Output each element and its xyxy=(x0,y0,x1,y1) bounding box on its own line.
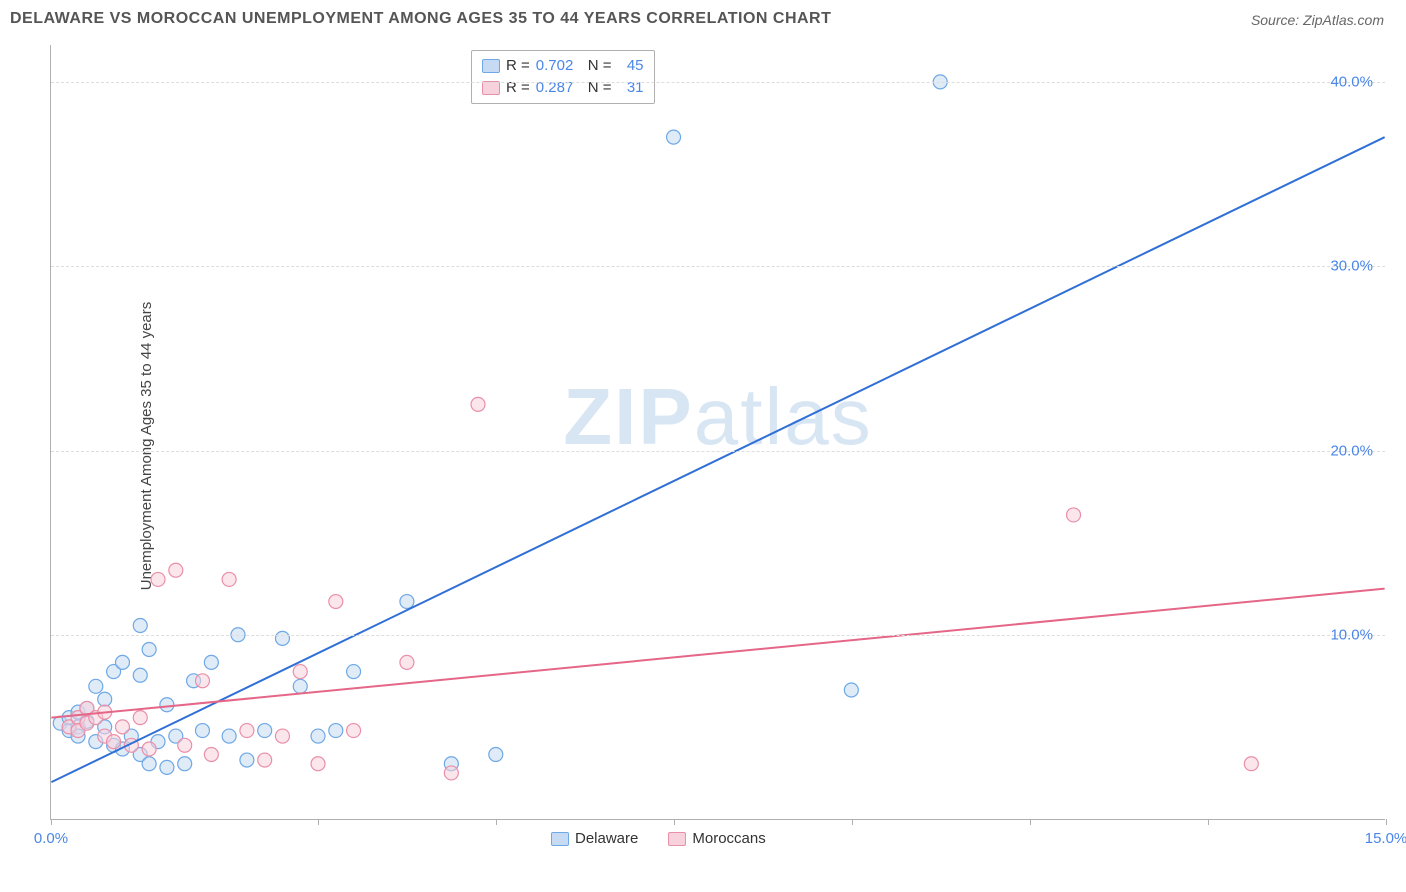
correlation-legend: R = 0.702 N = 45 R = 0.287 N = 31 xyxy=(471,50,655,104)
data-point xyxy=(151,572,165,586)
data-point xyxy=(178,738,192,752)
data-point xyxy=(169,563,183,577)
data-point xyxy=(329,724,343,738)
legend-item-1: Delaware xyxy=(551,830,638,847)
legend-label-2: Moroccans xyxy=(692,830,765,847)
y-tick-label: 20.0% xyxy=(1330,442,1373,459)
data-point xyxy=(258,753,272,767)
data-point xyxy=(142,742,156,756)
data-point xyxy=(107,735,121,749)
data-point xyxy=(115,655,129,669)
regression-line xyxy=(51,589,1384,718)
data-point xyxy=(400,655,414,669)
data-point xyxy=(195,674,209,688)
x-tick xyxy=(318,819,319,825)
n-value-2: 31 xyxy=(618,77,644,99)
data-point xyxy=(489,748,503,762)
y-tick-label: 30.0% xyxy=(1330,258,1373,275)
x-tick xyxy=(1030,819,1031,825)
data-point xyxy=(347,665,361,679)
data-point xyxy=(133,668,147,682)
r-value-1: 0.702 xyxy=(536,55,582,77)
data-point xyxy=(258,724,272,738)
gridline-h xyxy=(51,82,1385,83)
data-point xyxy=(667,130,681,144)
legend-label-1: Delaware xyxy=(575,830,638,847)
data-point xyxy=(204,748,218,762)
correlation-row-2: R = 0.287 N = 31 xyxy=(482,77,644,99)
data-point xyxy=(347,724,361,738)
r-label: R = xyxy=(506,55,530,77)
data-point xyxy=(240,724,254,738)
chart-svg xyxy=(51,45,1385,819)
data-point xyxy=(1244,757,1258,771)
data-point xyxy=(222,729,236,743)
data-point xyxy=(240,753,254,767)
data-point xyxy=(275,729,289,743)
regression-line xyxy=(51,137,1384,782)
r-label: R = xyxy=(506,77,530,99)
chart-title: DELAWARE VS MOROCCAN UNEMPLOYMENT AMONG … xyxy=(10,10,1396,28)
swatch-series-1 xyxy=(482,59,500,73)
data-point xyxy=(444,766,458,780)
plot-area: ZIPatlas R = 0.702 N = 45 R = 0.287 N = … xyxy=(50,45,1385,820)
data-point xyxy=(160,698,174,712)
x-tick xyxy=(1386,819,1387,825)
data-point xyxy=(311,757,325,771)
chart-container: DELAWARE VS MOROCCAN UNEMPLOYMENT AMONG … xyxy=(0,0,1406,892)
data-point xyxy=(400,595,414,609)
x-tick xyxy=(674,819,675,825)
gridline-h xyxy=(51,451,1385,452)
swatch-series-2b xyxy=(668,832,686,846)
gridline-h xyxy=(51,266,1385,267)
data-point xyxy=(178,757,192,771)
x-tick xyxy=(51,819,52,825)
data-point xyxy=(89,679,103,693)
data-point xyxy=(160,760,174,774)
n-label: N = xyxy=(588,77,612,99)
legend-item-2: Moroccans xyxy=(668,830,765,847)
data-point xyxy=(329,595,343,609)
x-tick-label: 0.0% xyxy=(34,830,68,847)
x-tick xyxy=(496,819,497,825)
x-tick-label: 15.0% xyxy=(1365,830,1406,847)
data-point xyxy=(133,711,147,725)
n-value-1: 45 xyxy=(618,55,644,77)
n-label: N = xyxy=(588,55,612,77)
data-point xyxy=(311,729,325,743)
data-point xyxy=(1067,508,1081,522)
r-value-2: 0.287 xyxy=(536,77,582,99)
y-tick-label: 40.0% xyxy=(1330,73,1373,90)
data-point xyxy=(222,572,236,586)
data-point xyxy=(204,655,218,669)
data-point xyxy=(195,724,209,738)
gridline-h xyxy=(51,635,1385,636)
data-point xyxy=(133,619,147,633)
correlation-row-1: R = 0.702 N = 45 xyxy=(482,55,644,77)
data-point xyxy=(293,679,307,693)
data-point xyxy=(275,631,289,645)
data-point xyxy=(142,757,156,771)
y-tick-label: 10.0% xyxy=(1330,627,1373,644)
x-tick xyxy=(852,819,853,825)
data-point xyxy=(471,397,485,411)
series-legend: Delaware Moroccans xyxy=(551,830,766,847)
data-point xyxy=(293,665,307,679)
data-point xyxy=(142,642,156,656)
swatch-series-1b xyxy=(551,832,569,846)
data-point xyxy=(98,692,112,706)
x-tick xyxy=(1208,819,1209,825)
data-point xyxy=(844,683,858,697)
swatch-series-2 xyxy=(482,81,500,95)
source-attribution: Source: ZipAtlas.com xyxy=(1251,12,1384,28)
data-point xyxy=(115,720,129,734)
